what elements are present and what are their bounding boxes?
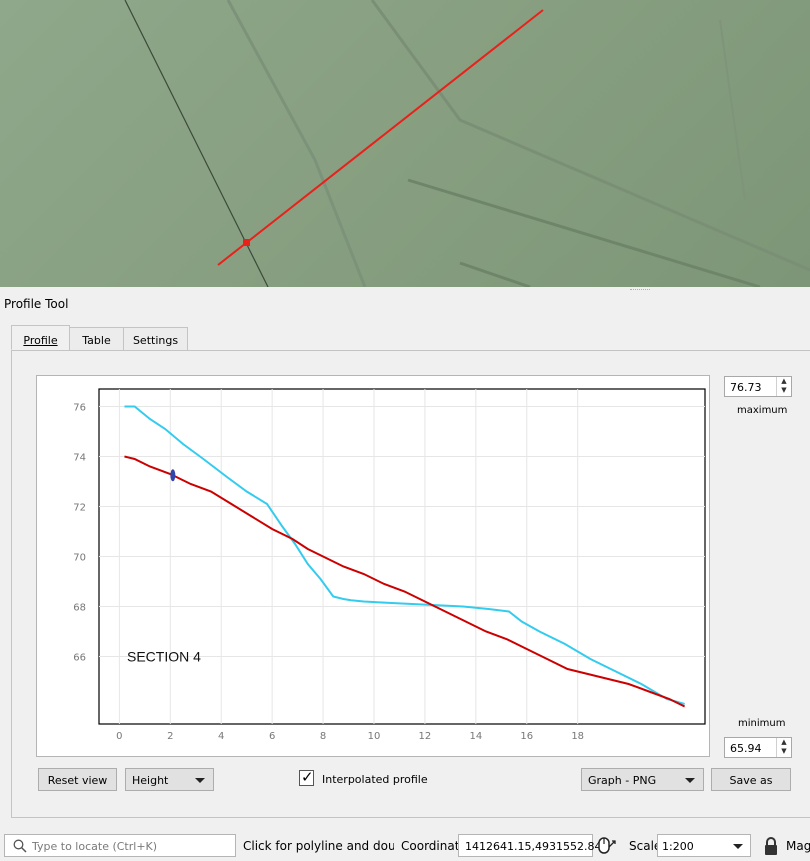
x-tick-label: 4	[218, 731, 224, 742]
mouse-extents-icon[interactable]	[596, 835, 618, 857]
profile-cursor-marker	[170, 469, 176, 482]
x-tick-label: 6	[269, 731, 275, 742]
splitter-handle[interactable]	[630, 289, 650, 292]
series-cyan-line	[124, 405, 685, 705]
spin-arrows-icon[interactable]: ▲ ▼	[776, 738, 791, 757]
x-tick-label: 14	[469, 731, 482, 742]
scale-select[interactable]: 1:200	[657, 834, 751, 857]
maximum-value: 76.73	[730, 381, 762, 394]
minimum-label: minimum	[738, 718, 786, 729]
tab-profile[interactable]: Profile	[11, 325, 70, 350]
x-tick-label: 18	[571, 731, 584, 742]
interpolated-profile-checkbox[interactable]: ✓	[299, 768, 314, 786]
interpolated-profile-label: Interpolated profile	[322, 773, 428, 786]
status-message: Click for polyline and double clic	[243, 839, 394, 853]
tab-settings[interactable]: Settings	[123, 327, 188, 351]
plot-variable-select[interactable]: Height	[125, 768, 214, 791]
map-parcel-boundary	[459, 261, 531, 287]
scale-value: 1:200	[662, 840, 694, 853]
series-red-line	[124, 455, 686, 708]
minimum-spinbox[interactable]: 65.94 ▲ ▼	[724, 737, 792, 758]
maximum-spinbox[interactable]: 76.73 ▲ ▼	[724, 376, 792, 397]
export-format-value: Graph - PNG	[588, 774, 657, 787]
minimum-value: 65.94	[730, 742, 762, 755]
profile-plot[interactable]: 0 2 4 6 8 10 12 14 16 18 76 74 72 70 68 66 SECTION 4	[36, 375, 710, 757]
x-tick-label: 8	[320, 731, 326, 742]
y-tick-label: 74	[73, 453, 86, 464]
scale-label: Scale	[629, 839, 662, 853]
chevron-down-icon	[733, 844, 743, 849]
tab-table[interactable]: Table	[69, 327, 124, 351]
x-tick-label: 16	[520, 731, 533, 742]
y-tick-label: 66	[73, 653, 86, 664]
panel-title: Profile Tool	[4, 297, 69, 311]
y-tick-label: 76	[73, 403, 86, 414]
coordinate-field[interactable]: 1412641.15,4931552.84	[458, 834, 601, 857]
locator-search-input[interactable]: Type to locate (Ctrl+K)	[4, 834, 236, 857]
export-format-select[interactable]: Graph - PNG	[581, 768, 704, 791]
chevron-down-icon	[195, 778, 205, 783]
coordinate-label: Coordinate	[401, 839, 467, 853]
magnifier-label: Magr	[786, 839, 810, 853]
spin-arrows-icon[interactable]: ▲ ▼	[776, 377, 791, 396]
map-parcel-boundary	[226, 0, 367, 287]
reset-view-button[interactable]: Reset view	[38, 768, 117, 791]
map-parcel-boundary	[719, 19, 746, 201]
x-tick-label: 10	[368, 731, 381, 742]
y-tick-label: 70	[73, 553, 86, 564]
x-tick-label: 2	[167, 731, 173, 742]
locator-placeholder: Type to locate (Ctrl+K)	[32, 840, 158, 853]
x-tick-label: 12	[419, 731, 432, 742]
maximum-label: maximum	[737, 405, 788, 416]
tab-settings-label: Settings	[132, 334, 179, 347]
map-parcel-boundary	[407, 178, 761, 287]
chevron-down-icon	[685, 778, 695, 783]
search-icon	[13, 839, 27, 853]
chart-annotation: SECTION 4	[127, 649, 201, 665]
map-parcel-boundary	[370, 0, 810, 272]
profile-cursor-marker	[243, 239, 250, 246]
tab-profile-label: Profile	[23, 334, 58, 347]
y-tick-label: 68	[73, 603, 86, 614]
x-tick-label: 0	[116, 731, 122, 742]
profile-line[interactable]	[217, 9, 544, 266]
y-tick-label: 72	[73, 503, 86, 514]
map-features	[124, 0, 810, 287]
map-canvas[interactable]	[0, 0, 810, 287]
save-as-button[interactable]: Save as	[711, 768, 791, 791]
lock-icon[interactable]	[762, 836, 780, 856]
checkmark-icon: ✓	[301, 768, 314, 786]
tab-table-label: Table	[82, 334, 111, 347]
plot-variable-value: Height	[132, 774, 169, 787]
